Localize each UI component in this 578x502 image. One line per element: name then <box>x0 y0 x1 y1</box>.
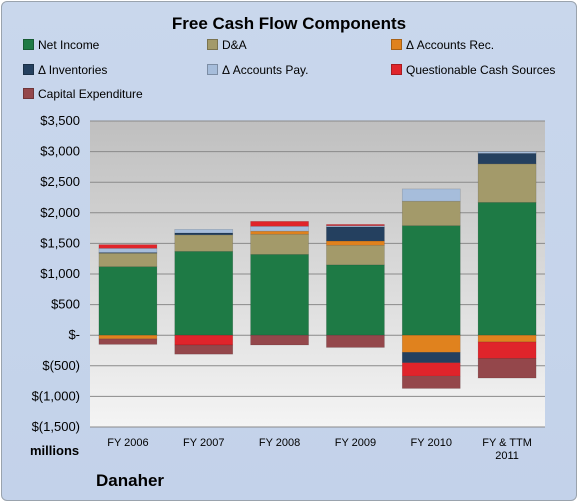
legend-swatch-da <box>207 39 218 50</box>
legend-item-capex: Capital Expenditure <box>23 87 143 101</box>
x-tick-label: FY 2007 <box>183 437 224 449</box>
bar-segment <box>250 225 309 232</box>
bar-segment <box>401 352 461 364</box>
bar-segment <box>401 225 461 336</box>
y-tick-label: $(1,500) <box>32 419 80 434</box>
x-axis-ticks: FY 2006 FY 2007 FY 2008 FY 2009 FY 2010 FY & … <box>107 437 532 462</box>
company-label: Danaher <box>96 471 165 490</box>
bar-segment <box>98 334 158 340</box>
bar-segment <box>401 188 461 202</box>
legend-swatch-inventories <box>23 64 34 75</box>
bar-segment <box>477 341 537 359</box>
x-tick-label: FY 2008 <box>259 437 300 449</box>
legend-item-net-income: Net Income <box>23 38 99 52</box>
legend-item-inventories: Δ Inventories <box>23 63 107 77</box>
legend-label-net-income: Net Income <box>38 38 100 52</box>
legend-swatch-net-income <box>23 39 34 50</box>
y-tick-label: $1,500 <box>40 235 80 250</box>
y-tick-label: $1,000 <box>40 266 80 281</box>
legend-label-questionable-cash: Questionable Cash Sources <box>406 63 556 77</box>
legend-item-da: D&A <box>207 38 247 52</box>
bars <box>98 151 537 389</box>
bar-segment <box>326 244 385 266</box>
bar-segment <box>477 163 537 203</box>
y-tick-label: $(500) <box>42 358 80 373</box>
bar-segment <box>477 202 537 336</box>
gridlines <box>90 120 545 428</box>
y-tick-label: $(1,000) <box>32 388 80 403</box>
bar-segment <box>98 247 158 253</box>
legend-swatch-accounts-rec <box>391 39 402 50</box>
bar-segment <box>250 230 309 235</box>
bar-segment <box>98 252 158 267</box>
legend-label-accounts-rec: Δ Accounts Rec. <box>406 38 495 52</box>
x-tick-label: FY 2009 <box>335 437 376 449</box>
bar-segment <box>98 266 158 336</box>
bar-segment <box>98 338 158 345</box>
bar-segment <box>326 240 385 246</box>
legend-swatch-accounts-pay <box>207 64 218 75</box>
y-tick-label: $- <box>68 327 80 342</box>
bar-segment <box>326 264 385 336</box>
legend-item-accounts-rec: Δ Accounts Rec. <box>391 38 494 52</box>
y-tick-label: $2,500 <box>40 174 80 189</box>
bar-segment <box>477 153 537 165</box>
y-tick-label: $2,000 <box>40 205 80 220</box>
bar-segment <box>98 244 158 249</box>
bar-segment <box>250 334 309 346</box>
bar-segment <box>477 334 537 343</box>
bar-segment <box>401 375 461 389</box>
bar-segment <box>401 362 461 377</box>
legend-swatch-capex <box>23 88 34 99</box>
bar-segment <box>250 221 309 227</box>
y-tick-label: $3,000 <box>40 144 80 159</box>
bar-segment <box>477 151 537 154</box>
bar-segment <box>326 334 385 348</box>
bar-segment <box>174 251 234 336</box>
bar-segment <box>401 334 461 353</box>
bar-segment <box>174 334 234 346</box>
bar-segment <box>250 233 309 255</box>
bar-segment <box>174 344 234 355</box>
x-tick-label: FY 2006 <box>107 437 148 449</box>
legend-item-accounts-pay: Δ Accounts Pay. <box>207 63 309 77</box>
legend-swatch-questionable-cash <box>391 64 402 75</box>
y-tick-label: $3,500 <box>40 113 80 128</box>
bar-segment <box>174 229 234 234</box>
x-tick-label: FY & TTM 2011 <box>482 437 532 462</box>
bar-segment <box>401 200 461 226</box>
units-label: millions <box>30 443 80 458</box>
legend-item-questionable-cash: Questionable Cash Sources <box>391 63 555 77</box>
bar-segment <box>326 224 385 226</box>
bar-segment <box>174 234 234 252</box>
bar-segment <box>250 254 309 336</box>
legend-label-capex: Capital Expenditure <box>38 87 143 101</box>
y-axis-ticks: $3,500 $3,000 $2,500 $2,000 $1,500 $1,000 $500… <box>32 113 80 434</box>
legend-label-inventories: Δ Inventories <box>38 63 108 77</box>
legend-label-da: D&A <box>222 38 247 52</box>
bar-segment <box>477 358 537 379</box>
y-tick-label: $500 <box>51 297 80 312</box>
bar-segment <box>326 226 385 242</box>
legend-label-accounts-pay: Δ Accounts Pay. <box>222 63 309 77</box>
chart-title: Free Cash Flow Components <box>171 14 407 33</box>
x-tick-label: FY 2010 <box>411 437 452 449</box>
